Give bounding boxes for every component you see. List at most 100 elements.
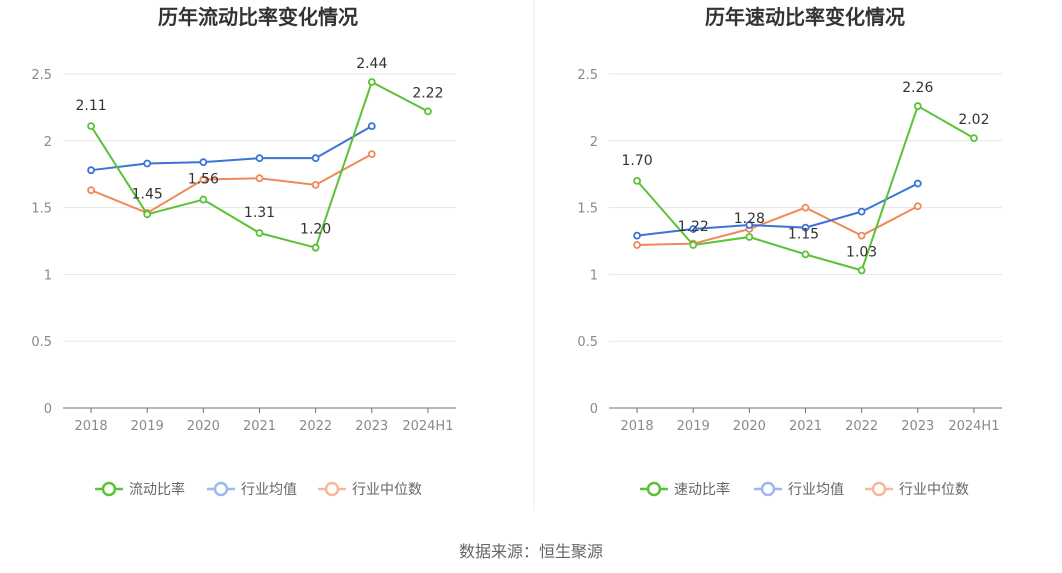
y-tick-label: 2.5	[31, 68, 52, 83]
data-point	[689, 241, 698, 249]
series-line-3	[90, 153, 373, 214]
data-point	[857, 266, 866, 275]
legend-label: 行业中位数	[352, 482, 422, 498]
series-line-1	[636, 105, 975, 272]
data-point	[87, 166, 95, 175]
data-label: 1.15	[788, 226, 819, 242]
data-label: 1.56	[188, 172, 219, 188]
data-point	[745, 221, 754, 229]
data-point	[913, 102, 922, 110]
data-point	[970, 134, 978, 143]
data-point	[143, 159, 152, 168]
x-tick-label: 2022	[299, 419, 332, 434]
legend-marker	[760, 481, 776, 497]
legend-marker	[213, 481, 229, 497]
data-point	[87, 186, 95, 195]
data-label: 1.20	[300, 222, 331, 238]
x-tick-label: 2021	[789, 419, 822, 434]
series-line-3	[637, 205, 919, 247]
data-point	[87, 122, 95, 131]
data-point	[255, 154, 264, 163]
source-note: 数据来源：恒生聚源	[459, 542, 603, 561]
legend-item[interactable]: 流动比率	[95, 481, 185, 498]
data-point	[745, 233, 754, 241]
data-label: 2.26	[902, 80, 933, 96]
data-point	[367, 150, 376, 159]
data-point	[424, 107, 432, 116]
x-tick-label: 2024H1	[402, 419, 453, 434]
data-label: 1.22	[678, 219, 709, 235]
data-point	[913, 179, 922, 188]
x-tick-label: 2020	[187, 419, 220, 434]
legend-label: 流动比率	[129, 481, 185, 498]
y-tick-label: 2.5	[577, 68, 598, 83]
chart-panel-2: 历年速动比率变化情况 0 0.5 1 1.5 2 2.5 2018 2019 2020 2021 20…	[577, 5, 1002, 498]
legend-item[interactable]: 速动比率	[640, 481, 730, 498]
data-point	[633, 241, 641, 249]
series-line-2	[636, 182, 919, 237]
data-point	[801, 250, 810, 259]
data-point	[311, 154, 320, 163]
data-point	[311, 243, 320, 252]
data-label: 2.44	[356, 56, 387, 72]
x-tick-label: 2023	[901, 419, 934, 434]
y-tick-label: 2	[590, 135, 598, 150]
y-tick-label: 1.5	[31, 202, 52, 217]
data-label: 1.70	[621, 153, 652, 169]
legend-marker	[646, 481, 662, 497]
legend-item[interactable]: 行业均值	[207, 481, 297, 498]
series-line-2	[90, 125, 373, 172]
x-tick-label: 2020	[733, 419, 766, 434]
legend-marker	[871, 481, 887, 497]
data-point	[311, 180, 320, 189]
data-label: 2.22	[412, 85, 443, 101]
x-tick-label: 2018	[75, 419, 108, 434]
y-tick-label: 1	[590, 268, 598, 283]
data-label: 2.02	[958, 112, 989, 128]
data-point	[367, 122, 376, 131]
legend-marker	[324, 481, 340, 497]
x-tick-label: 2021	[243, 419, 276, 434]
data-point	[255, 229, 264, 237]
legend-label: 速动比率	[674, 481, 730, 498]
x-tick-label: 2019	[131, 419, 164, 434]
chart-title: 历年流动比率变化情况	[158, 5, 358, 29]
data-point	[801, 203, 810, 212]
y-tick-label: 0.5	[31, 335, 52, 350]
x-tick-label: 2022	[845, 419, 878, 434]
legend-item[interactable]: 行业均值	[754, 481, 844, 498]
data-point	[367, 78, 376, 86]
data-point	[199, 158, 208, 167]
chart-title: 历年速动比率变化情况	[705, 5, 905, 29]
data-point	[199, 175, 208, 184]
legend-label: 行业均值	[241, 482, 297, 498]
legend-label: 行业均值	[788, 482, 844, 498]
legend-item[interactable]: 行业中位数	[318, 481, 422, 498]
x-tick-label: 2019	[677, 419, 710, 434]
data-point	[913, 202, 922, 211]
x-tick-label: 2024H1	[948, 419, 999, 434]
y-tick-label: 0	[590, 402, 598, 417]
data-point	[689, 225, 698, 233]
y-tick-label: 1	[44, 268, 52, 283]
legend-item[interactable]: 行业中位数	[865, 481, 969, 498]
y-tick-label: 1.5	[577, 202, 598, 217]
data-point	[633, 231, 641, 240]
data-label: 1.03	[846, 244, 877, 260]
data-point	[857, 207, 866, 216]
x-tick-label: 2018	[621, 419, 654, 434]
data-point	[857, 231, 866, 240]
data-point	[143, 210, 152, 219]
legend-label: 行业中位数	[899, 482, 969, 498]
data-label: 1.31	[244, 205, 275, 221]
x-tick-label: 2023	[355, 419, 388, 434]
chart-panel-1: 历年流动比率变化情况 0 0.5 1 1.5 2 2.5 2018 2019 2020 2021 20…	[31, 5, 456, 498]
y-tick-label: 2	[44, 135, 52, 150]
legend-marker	[101, 481, 117, 497]
data-label: 1.28	[734, 211, 765, 227]
data-point	[199, 195, 208, 204]
data-point	[633, 176, 641, 185]
data-point	[801, 223, 810, 232]
y-tick-label: 0.5	[577, 335, 598, 350]
